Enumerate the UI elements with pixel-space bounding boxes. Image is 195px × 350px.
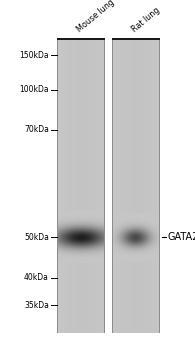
Text: 35kDa: 35kDa <box>24 301 49 309</box>
Text: 150kDa: 150kDa <box>19 50 49 60</box>
Text: 70kDa: 70kDa <box>24 126 49 134</box>
Text: 40kDa: 40kDa <box>24 273 49 282</box>
Text: 50kDa: 50kDa <box>24 232 49 241</box>
Text: Mouse lung: Mouse lung <box>75 0 116 34</box>
Text: Rat lung: Rat lung <box>130 6 162 34</box>
Text: 100kDa: 100kDa <box>19 85 49 94</box>
Text: GATA2: GATA2 <box>168 232 195 242</box>
